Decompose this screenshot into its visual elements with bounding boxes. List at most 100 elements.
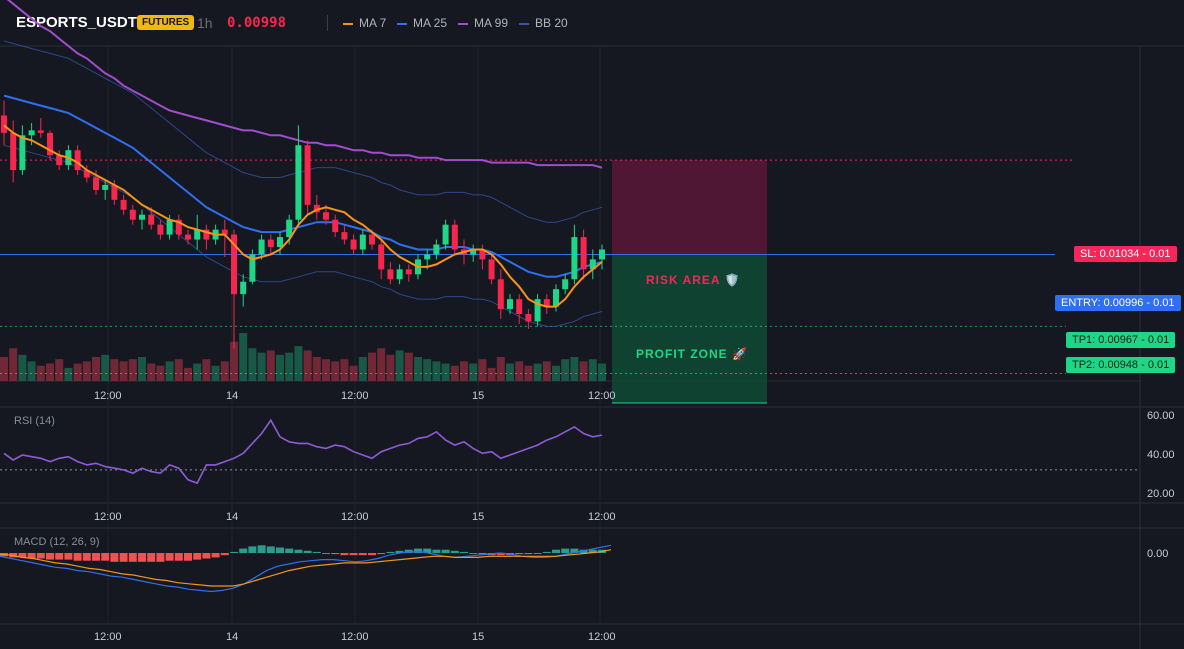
profit-zone-label: PROFIT ZONE 🚀 bbox=[636, 347, 748, 361]
last-price: 0.00998 bbox=[227, 15, 287, 31]
tp2-tag[interactable]: TP2: 0.00948 - 0.01 bbox=[1066, 357, 1176, 373]
volume-bar bbox=[266, 350, 275, 381]
macd-histogram-bar bbox=[193, 553, 202, 560]
candle-body bbox=[120, 199, 127, 210]
candle-body bbox=[28, 130, 35, 136]
volume-bar bbox=[404, 352, 413, 381]
volume-bar bbox=[0, 357, 8, 381]
volume-bar bbox=[27, 361, 36, 381]
volume-bar bbox=[432, 361, 441, 381]
candle-body bbox=[562, 279, 569, 290]
macd-histogram-bar bbox=[147, 553, 156, 562]
volume-bar bbox=[533, 363, 542, 381]
rsi-tick-20: 20.00 bbox=[1147, 488, 1175, 500]
candle-body bbox=[56, 155, 63, 166]
legend-bb20[interactable]: BB 20 bbox=[519, 16, 568, 30]
legend-ma7[interactable]: MA 7 bbox=[343, 16, 386, 30]
volume-bar bbox=[64, 367, 73, 381]
macd-x-tick-5: 12:00 bbox=[588, 631, 616, 643]
candle-body bbox=[507, 299, 513, 310]
macd-histogram-bar bbox=[110, 553, 119, 562]
macd-histogram-bar bbox=[570, 548, 579, 553]
tp1-tag[interactable]: TP1: 0.00967 - 0.01 bbox=[1066, 332, 1176, 348]
macd-histogram-bar bbox=[36, 553, 45, 559]
ma25-line bbox=[3, 94, 603, 278]
legend-ma25-label: MA 25 bbox=[413, 16, 448, 30]
ma99-line bbox=[6, 0, 603, 169]
volume-bar bbox=[570, 357, 579, 381]
sl-tag[interactable]: SL: 0.01034 - 0.01 bbox=[1074, 246, 1177, 262]
volume-bar bbox=[276, 354, 284, 381]
candle-body bbox=[497, 279, 504, 310]
volume-bar bbox=[303, 350, 312, 381]
candle-body bbox=[148, 214, 155, 225]
macd-histogram-bar bbox=[46, 553, 54, 560]
macd-histogram-bar bbox=[377, 553, 386, 555]
candle-body bbox=[332, 219, 339, 233]
macd-histogram-bar bbox=[496, 553, 505, 556]
volume-bar bbox=[294, 346, 303, 381]
x-tick-4: 15 bbox=[472, 390, 485, 402]
macd-histogram-bar bbox=[55, 553, 64, 560]
macd-histogram-bar bbox=[515, 553, 524, 555]
volume-bar bbox=[515, 361, 524, 381]
x-tick-3: 12:00 bbox=[341, 390, 369, 402]
volume-bar bbox=[598, 363, 606, 381]
candle-body bbox=[553, 289, 559, 307]
candle-body bbox=[405, 269, 412, 275]
futures-badge: FUTURES bbox=[137, 15, 195, 30]
volume-bar bbox=[441, 363, 450, 381]
candle-body bbox=[139, 214, 145, 220]
candle-body bbox=[470, 249, 477, 255]
candle-body bbox=[304, 145, 311, 205]
rsi-tick-60: 60.00 bbox=[1147, 410, 1175, 422]
rsi-x-tick-3: 12:00 bbox=[341, 511, 369, 523]
macd-histogram-bar bbox=[211, 553, 220, 558]
ma7-swatch bbox=[343, 22, 353, 25]
volume-bar bbox=[230, 341, 238, 381]
entry-tag[interactable]: ENTRY: 0.00996 - 0.01 bbox=[1055, 295, 1181, 311]
volume-bar bbox=[386, 354, 395, 381]
candle-body bbox=[580, 237, 587, 270]
symbol-name[interactable]: ESPORTS_USDT bbox=[16, 14, 137, 31]
volume-bar bbox=[239, 333, 248, 381]
legend-ma25[interactable]: MA 25 bbox=[397, 16, 447, 30]
macd-histogram-bar bbox=[386, 551, 395, 553]
candle-body bbox=[157, 224, 164, 235]
timeframe-label[interactable]: 1h bbox=[197, 15, 213, 31]
legend-ma99[interactable]: MA 99 bbox=[458, 16, 508, 30]
legend-ma99-label: MA 99 bbox=[474, 16, 509, 30]
volume-bar bbox=[487, 367, 496, 381]
rsi-x-tick-2: 14 bbox=[226, 511, 239, 523]
macd-histogram-bar bbox=[138, 553, 146, 562]
volume-bar bbox=[202, 359, 211, 381]
macd-histogram-bar bbox=[450, 550, 459, 553]
chart-header: ESPORTS_USDT FUTURES 1h 0.00998 MA 7 MA … bbox=[0, 0, 1184, 46]
candle-body bbox=[129, 209, 136, 220]
candle-body bbox=[442, 224, 449, 245]
candle-body bbox=[37, 130, 44, 133]
macd-histogram-bar bbox=[552, 549, 560, 553]
macd-histogram-bar bbox=[331, 553, 340, 555]
volume-bar bbox=[506, 363, 514, 381]
volume-bar bbox=[73, 363, 82, 381]
macd-line bbox=[0, 544, 612, 593]
macd-histogram-bar bbox=[202, 553, 211, 559]
macd-histogram-bar bbox=[248, 546, 257, 553]
x-tick-2: 14 bbox=[226, 390, 239, 402]
macd-histogram-bar bbox=[432, 549, 441, 553]
candle-body bbox=[525, 314, 532, 322]
volume-bar bbox=[193, 363, 202, 381]
volume-bar bbox=[496, 357, 505, 381]
volume-bar bbox=[119, 361, 128, 381]
candle-body bbox=[166, 219, 173, 235]
volume-bar bbox=[561, 359, 570, 381]
risk-area-label: RISK AREA 🛡️ bbox=[646, 273, 741, 287]
volume-bar bbox=[92, 357, 100, 381]
candle-body bbox=[10, 132, 17, 171]
volume-bar bbox=[312, 357, 321, 381]
volume-bar bbox=[358, 357, 367, 381]
macd-x-tick-4: 15 bbox=[472, 631, 485, 643]
volume-bar bbox=[588, 359, 597, 381]
